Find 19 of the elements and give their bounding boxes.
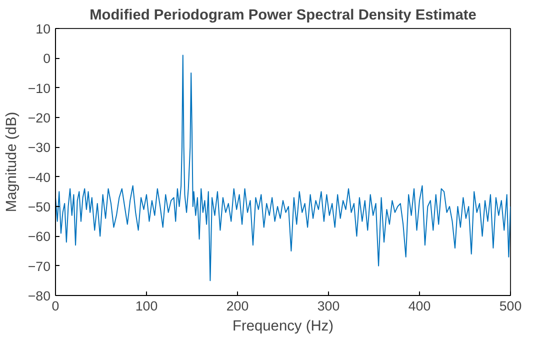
- x-tick-label: 400: [408, 298, 431, 314]
- x-tick-label: 200: [226, 298, 249, 314]
- line-series: [56, 54, 510, 282]
- y-tick-label: −20: [28, 110, 50, 126]
- y-tick-label: −80: [28, 288, 50, 304]
- y-tick-label: −50: [28, 200, 50, 214]
- y-tick-label: −60: [28, 229, 50, 244]
- y-tick-label: 10: [36, 22, 51, 36]
- y-tick-label: −30: [28, 140, 50, 156]
- x-axis-title: Frequency (Hz): [232, 318, 334, 334]
- x-tick-label: 100: [135, 298, 158, 314]
- chart-title: Modified Periodogram Power Spectral Density Estimate: [90, 8, 476, 24]
- y-tick-label: 0: [43, 51, 51, 66]
- y-axis-title: Magnitude (dB): [4, 112, 20, 212]
- y-tick-label: −40: [28, 170, 50, 185]
- y-tick-label: −10: [28, 80, 50, 96]
- x-tick-label: 300: [317, 298, 340, 314]
- x-tick-label: 500: [499, 298, 522, 314]
- y-tick-label: −70: [28, 258, 50, 274]
